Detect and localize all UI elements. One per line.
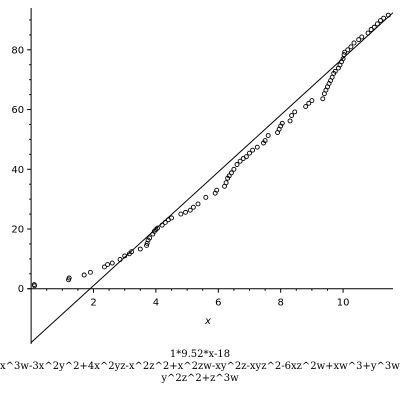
fit-line bbox=[30, 12, 394, 343]
data-point bbox=[374, 21, 380, 27]
x-tick-label: 6 bbox=[215, 298, 221, 309]
data-point bbox=[129, 249, 135, 255]
data-point bbox=[144, 242, 149, 248]
data-point bbox=[234, 162, 240, 167]
data-point bbox=[105, 262, 111, 268]
data-point bbox=[342, 49, 348, 55]
y-tick-label: 80 bbox=[11, 45, 24, 56]
data-point bbox=[303, 104, 309, 110]
data-point bbox=[341, 52, 347, 58]
data-point bbox=[109, 260, 115, 266]
y-tick-label: 0 bbox=[18, 284, 24, 295]
y-tick-label: 40 bbox=[11, 165, 24, 176]
data-point bbox=[368, 27, 374, 32]
data-point bbox=[228, 170, 234, 176]
data-point bbox=[332, 68, 338, 74]
data-point bbox=[144, 240, 150, 246]
data-point bbox=[359, 34, 365, 40]
data-point bbox=[265, 133, 271, 138]
x-tick-label: 8 bbox=[278, 298, 284, 309]
data-point bbox=[101, 264, 107, 270]
caption-line-3: y^2z^2+z^3w bbox=[161, 373, 239, 384]
data-point bbox=[178, 211, 184, 217]
scatter-plot: 2 4 6 8 10 0 20 40 60 80 x bbox=[11, 8, 394, 344]
data-point bbox=[190, 204, 196, 210]
data-point bbox=[137, 246, 143, 252]
data-point bbox=[371, 24, 377, 30]
data-point bbox=[309, 98, 315, 104]
data-point bbox=[381, 15, 387, 21]
data-point bbox=[147, 235, 153, 241]
data-point bbox=[254, 144, 260, 150]
data-point bbox=[365, 30, 371, 36]
data-point bbox=[243, 154, 249, 160]
data-point bbox=[262, 138, 268, 144]
data-point bbox=[287, 118, 293, 124]
x-axis-label: x bbox=[204, 316, 211, 327]
data-point bbox=[117, 257, 123, 262]
data-point bbox=[183, 209, 188, 215]
data-point bbox=[378, 18, 383, 23]
axes bbox=[28, 8, 393, 344]
y-tick-label: 60 bbox=[11, 105, 24, 116]
data-point bbox=[351, 40, 357, 46]
data-point bbox=[187, 207, 193, 213]
data-point bbox=[292, 109, 298, 115]
data-points bbox=[31, 12, 391, 289]
y-tick-label: 20 bbox=[11, 225, 24, 236]
data-point bbox=[250, 147, 256, 153]
data-point bbox=[203, 194, 209, 200]
data-point bbox=[306, 100, 312, 106]
data-point bbox=[66, 275, 72, 281]
x-tick-label: 2 bbox=[90, 298, 96, 309]
data-point bbox=[169, 215, 174, 221]
data-point bbox=[320, 96, 326, 102]
x-tick-label: 4 bbox=[153, 298, 159, 309]
data-point bbox=[289, 113, 295, 118]
data-point bbox=[155, 225, 160, 231]
data-point bbox=[279, 120, 285, 126]
data-point bbox=[81, 272, 87, 278]
data-point bbox=[159, 222, 165, 228]
data-point bbox=[32, 283, 38, 289]
data-point bbox=[237, 158, 243, 164]
caption-line-2: x^3w-3x^2y^2+4x^2yz-x^2z^2+x^2zw-xy^2z-x… bbox=[0, 361, 400, 372]
data-point bbox=[122, 253, 128, 259]
data-point bbox=[231, 166, 237, 172]
data-point bbox=[385, 12, 391, 18]
data-point bbox=[87, 269, 93, 275]
data-point bbox=[348, 44, 354, 50]
caption: 1*9.52*x-18 x^3w-3x^2y^2+4x^2yz-x^2z^2+x… bbox=[0, 349, 400, 385]
ticks: 2 4 6 8 10 0 20 40 60 80 bbox=[11, 19, 350, 309]
data-point bbox=[247, 150, 252, 156]
data-point bbox=[214, 187, 220, 193]
data-point bbox=[345, 47, 351, 53]
fit-line-group bbox=[30, 12, 394, 343]
x-tick-label: 10 bbox=[337, 298, 350, 309]
data-point bbox=[223, 180, 229, 186]
data-point bbox=[162, 219, 168, 225]
caption-line-1: 1*9.52*x-18 bbox=[169, 349, 231, 360]
data-point bbox=[356, 37, 362, 43]
data-point bbox=[195, 201, 201, 207]
